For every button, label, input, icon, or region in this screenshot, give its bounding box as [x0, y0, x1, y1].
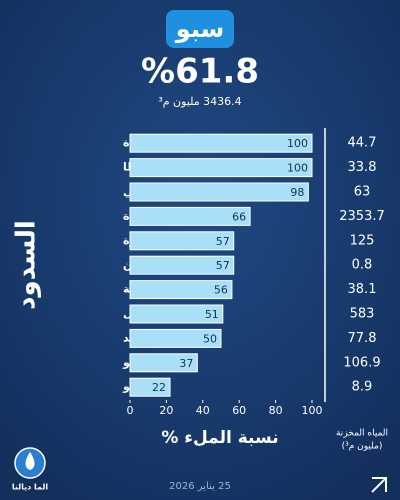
chart-title: سبو [175, 15, 224, 43]
bar [129, 133, 313, 153]
stored-value: 125 [350, 233, 375, 248]
data-label: 57 [216, 259, 230, 272]
x-tick-label: 60 [232, 404, 246, 417]
bar [129, 304, 224, 324]
stored-header: المياه المخزنة [336, 429, 388, 439]
stored-value: 38.1 [348, 282, 377, 297]
stored-value: 106.9 [343, 355, 380, 370]
bar [129, 231, 235, 251]
data-label: 50 [203, 332, 217, 345]
x-tick-label: 100 [302, 404, 323, 417]
data-label: 56 [214, 284, 228, 297]
x-tick-label: 0 [127, 404, 134, 417]
bar [129, 377, 171, 397]
stored-value: 0.8 [352, 258, 373, 273]
logo-drop [25, 452, 35, 470]
title-badge [166, 10, 234, 48]
share-icon [371, 477, 387, 493]
data-label: 22 [152, 381, 166, 394]
bar [129, 158, 313, 178]
subtitle: 3436.4 مليون م³ [158, 95, 241, 108]
bar [129, 280, 233, 300]
data-label: 100 [287, 162, 308, 175]
stored-value: 2353.7 [339, 209, 385, 224]
stored-header: (مليون م³) [342, 442, 383, 452]
stored-value: 44.7 [348, 136, 377, 151]
data-label: 100 [287, 137, 308, 150]
headline: %61.8 [141, 52, 259, 92]
stored-value: 63 [354, 185, 371, 200]
stored-value: 77.8 [348, 331, 377, 346]
data-label: 98 [290, 186, 304, 199]
brand-logo [14, 447, 46, 479]
x-tick-label: 40 [196, 404, 210, 417]
brand: الما ديالنا [12, 483, 49, 492]
bar [129, 206, 251, 226]
x-tick-label: 20 [159, 404, 173, 417]
bar [129, 328, 222, 348]
side-label: السدود [12, 220, 42, 310]
date: 25 يناير 2026 [169, 481, 231, 492]
data-label: 66 [232, 210, 246, 223]
x-tick-label: 80 [269, 404, 283, 417]
stored-value: 583 [350, 307, 375, 322]
data-label: 37 [179, 357, 193, 370]
stored-value: 8.9 [352, 380, 373, 395]
stored-value: 33.8 [348, 160, 377, 175]
data-label: 57 [216, 235, 230, 248]
bar [129, 182, 309, 202]
bar [129, 353, 198, 373]
bar [129, 255, 235, 275]
data-label: 51 [205, 308, 219, 321]
x-axis-label: نسبة الملء % [161, 428, 278, 448]
